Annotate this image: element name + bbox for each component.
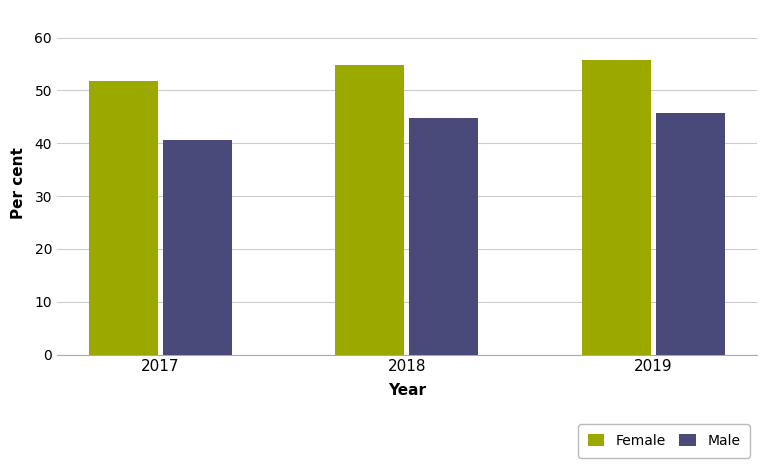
Bar [163,139,232,355]
Bar [409,118,478,355]
X-axis label: Year: Year [388,383,426,398]
Bar [89,81,157,355]
Bar [582,60,651,355]
Legend: Female, Male: Female, Male [578,424,750,457]
Bar [336,65,405,355]
Bar [656,113,725,355]
Y-axis label: Per cent: Per cent [11,147,26,219]
